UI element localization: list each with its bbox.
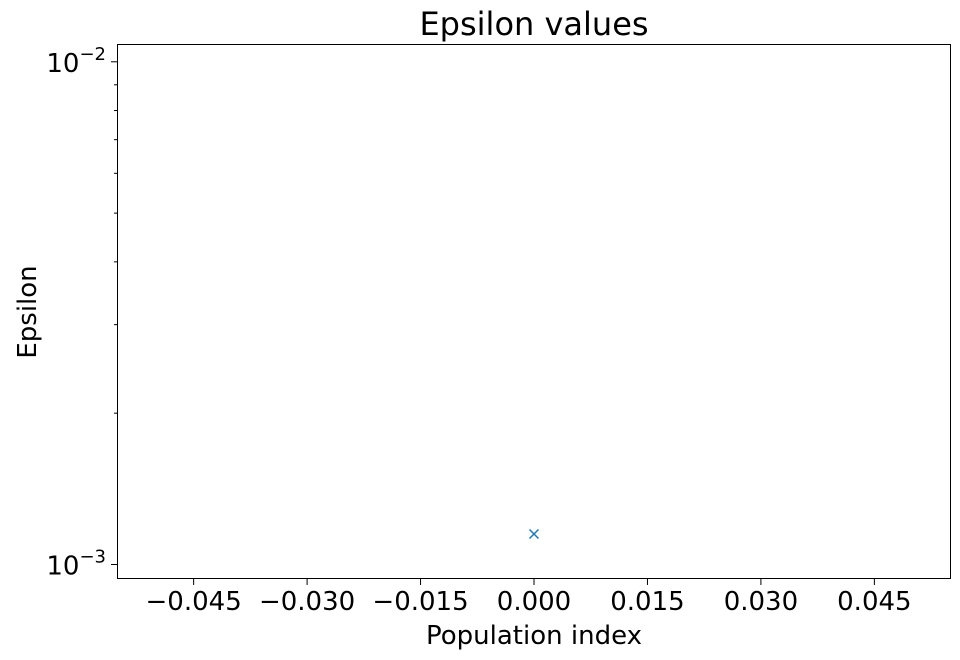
chart-title: Epsilon values — [419, 5, 648, 43]
x-tick-label: 0.000 — [497, 587, 571, 617]
x-tick-label: 0.030 — [724, 587, 798, 617]
marker-stroke — [528, 528, 540, 540]
x-tick-label: −0.015 — [372, 587, 468, 617]
x-axis-label: Population index — [426, 621, 642, 651]
plot-frame — [117, 44, 951, 579]
x-tick-label: 0.015 — [610, 587, 684, 617]
data-point — [528, 528, 540, 540]
x-tick-label: 0.045 — [837, 587, 911, 617]
plot-area — [528, 528, 540, 540]
x-tick-label: −0.045 — [146, 587, 242, 617]
y-tick-label: 10−2 — [46, 44, 106, 79]
y-axis-label: Epsilon — [13, 265, 43, 358]
x-tick-label: −0.030 — [259, 587, 355, 617]
y-tick-label: 10−3 — [46, 546, 106, 581]
